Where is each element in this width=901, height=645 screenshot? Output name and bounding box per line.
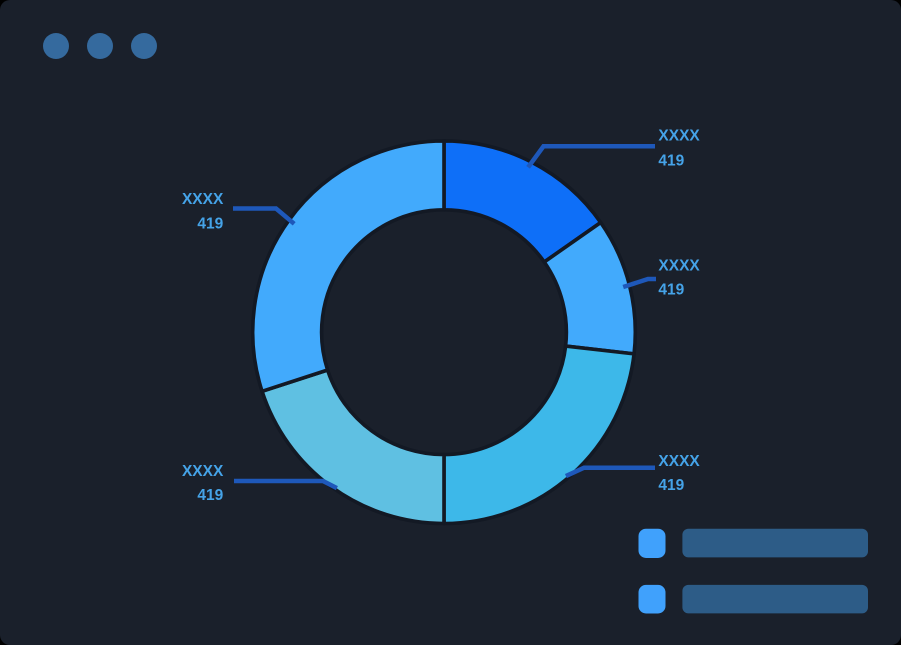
svg-text:419: 419 (197, 215, 223, 232)
svg-text:XXXX: XXXX (658, 128, 700, 145)
svg-text:419: 419 (658, 152, 684, 169)
svg-text:419: 419 (658, 477, 684, 494)
svg-text:XXXX: XXXX (182, 191, 224, 208)
svg-text:419: 419 (658, 281, 684, 298)
svg-text:XXXX: XXXX (658, 257, 700, 274)
svg-text:XXXX: XXXX (182, 463, 224, 480)
svg-text:419: 419 (197, 487, 223, 504)
svg-text:XXXX: XXXX (658, 453, 700, 470)
